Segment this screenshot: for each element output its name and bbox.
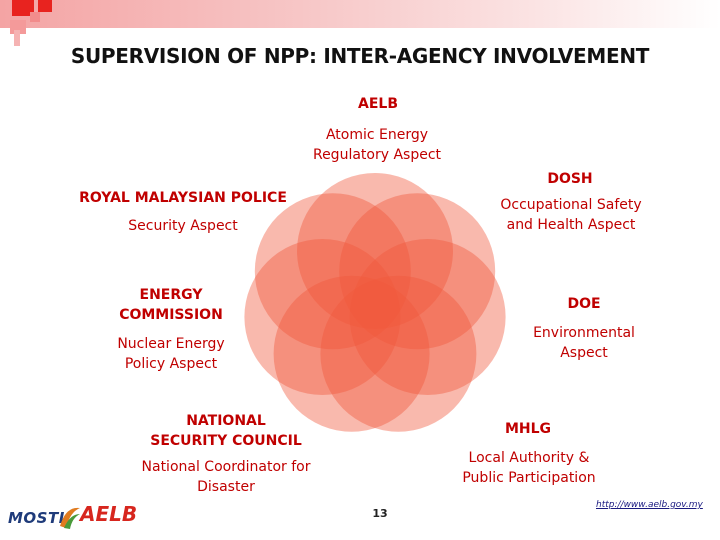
agency-aspect: Local Authority & Public Participation [462,450,596,486]
agency-aspect: Security Aspect [128,218,238,234]
agency-name: AELB [358,96,398,112]
agency-name: ROYAL MALAYSIAN POLICE [79,190,287,206]
corner-decoration [0,0,60,46]
agency-aspect: Occupational Safety and Health Aspect [500,197,642,233]
agency-name: ENERGY COMMISSION [119,287,223,323]
page-number: 13 [372,507,388,520]
agency-aspect: Nuclear Energy Policy Aspect [117,336,225,372]
petal-circle [339,193,496,350]
agency-name: NATIONAL SECURITY COUNCIL [150,413,302,449]
header-band [0,0,720,28]
aelb-logo-subtext: ​ [84,522,134,528]
petal-circle [254,193,411,350]
petal-circle [297,173,453,329]
aelb-logo: AELB [80,502,138,526]
agency-name: DOE [567,296,601,312]
agency-name: MHLG [504,421,552,437]
swoosh-icon [60,507,80,529]
petal-circle [244,239,401,395]
petal-circle [320,275,477,432]
agency-aspect: Atomic Energy Regulatory Aspect [312,127,442,163]
petal-circle [349,239,506,395]
website-link[interactable]: http://www.aelb.gov.my [596,500,703,510]
slide-title: SUPERVISION OF NPP: INTER-AGENCY INVOLVE… [70,44,650,68]
petal-circle [273,275,430,432]
agency-name: DOSH [547,171,593,187]
agency-aspect: Environmental Aspect [533,325,635,361]
mosti-logo: MOSTI [8,509,65,527]
agency-aspect: National Coordinator for Disaster [141,459,311,495]
